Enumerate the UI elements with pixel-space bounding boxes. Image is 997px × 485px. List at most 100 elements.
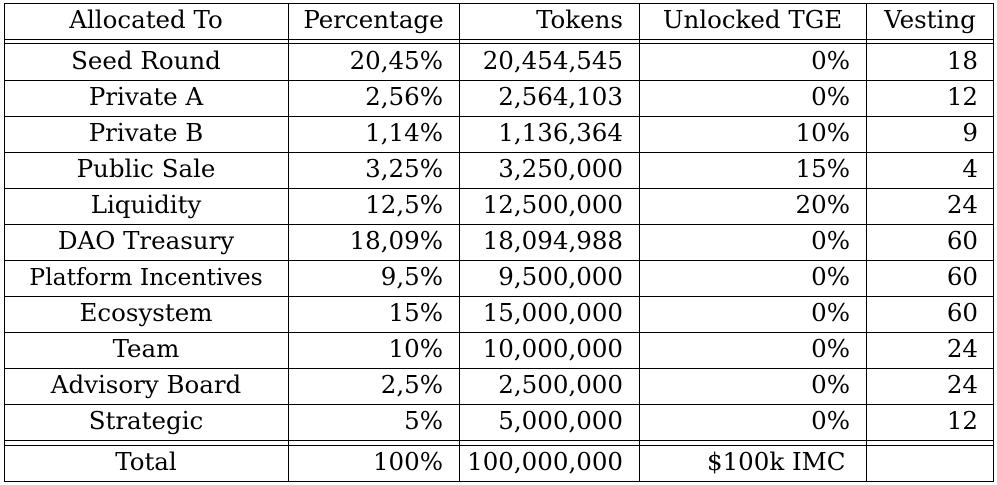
row-divider <box>4 116 994 117</box>
cell-allocated-to: Seed Round <box>71 46 221 75</box>
cell-percentage: 18,09% <box>349 226 443 255</box>
row-divider <box>4 224 994 225</box>
total-label: Total <box>115 447 177 476</box>
cell-allocated-to: Team <box>112 334 180 363</box>
total-vesting <box>866 445 994 481</box>
cell-unlocked-tge: 0% <box>811 406 850 435</box>
cell-unlocked-tge: 20% <box>795 190 850 219</box>
header-rule-lower <box>4 43 994 44</box>
cell-unlocked-tge: 0% <box>811 298 850 327</box>
table-row: Liquidity 12,5% 12,500,000 20% 24 <box>4 188 994 224</box>
cell-unlocked-tge: 0% <box>811 370 850 399</box>
header-rule-upper <box>4 39 994 40</box>
table-header-row: Allocated To Percentage Tokens Unlocked … <box>4 3 994 39</box>
row-divider <box>4 260 994 261</box>
cell-vesting: 24 <box>946 190 978 219</box>
table-row: Private A 2,56% 2,564,103 0% 12 <box>4 80 994 116</box>
cell-percentage: 15% <box>388 298 443 327</box>
cell-unlocked-tge: 0% <box>811 226 850 255</box>
cell-allocated-to: Public Sale <box>76 154 216 183</box>
total-tokens: 100,000,000 <box>467 447 623 476</box>
cell-vesting: 60 <box>946 226 978 255</box>
total-rule-upper <box>4 440 994 441</box>
column-divider <box>993 3 994 482</box>
cell-tokens: 2,564,103 <box>498 82 623 111</box>
table-row: Strategic 5% 5,000,000 0% 12 <box>4 404 994 440</box>
table-row: Ecosystem 15% 15,000,000 0% 60 <box>4 296 994 332</box>
header-tokens: Tokens <box>536 5 623 34</box>
cell-percentage: 10% <box>388 334 443 363</box>
row-divider <box>4 152 994 153</box>
cell-tokens: 18,094,988 <box>482 226 623 255</box>
cell-percentage: 1,14% <box>365 118 443 147</box>
column-divider <box>4 3 5 482</box>
cell-vesting: 18 <box>946 46 978 75</box>
column-divider <box>288 3 289 482</box>
table-top-border <box>4 3 994 4</box>
table-row: Seed Round 20,45% 20,454,545 0% 18 <box>4 44 994 80</box>
cell-vesting: 12 <box>946 82 978 111</box>
cell-tokens: 10,000,000 <box>482 334 623 363</box>
cell-percentage: 2,56% <box>365 82 443 111</box>
cell-allocated-to: Private A <box>88 82 204 111</box>
row-divider <box>4 368 994 369</box>
total-unlocked-tge: $100k IMC <box>707 447 846 476</box>
cell-percentage: 20,45% <box>349 46 443 75</box>
cell-allocated-to: Private B <box>88 118 204 147</box>
row-divider <box>4 188 994 189</box>
header-allocated-to: Allocated To <box>69 5 223 34</box>
column-divider <box>459 3 460 482</box>
table-row: Team 10% 10,000,000 0% 24 <box>4 332 994 368</box>
cell-tokens: 12,500,000 <box>482 190 623 219</box>
row-divider <box>4 332 994 333</box>
table-row: Public Sale 3,25% 3,250,000 15% 4 <box>4 152 994 188</box>
cell-vesting: 60 <box>946 298 978 327</box>
cell-percentage: 12,5% <box>365 190 443 219</box>
cell-unlocked-tge: 0% <box>811 82 850 111</box>
total-rule-lower <box>4 445 994 446</box>
cell-percentage: 5% <box>404 406 443 435</box>
cell-unlocked-tge: 0% <box>811 334 850 363</box>
cell-tokens: 2,500,000 <box>498 370 623 399</box>
cell-tokens: 1,136,364 <box>498 118 623 147</box>
cell-vesting: 9 <box>962 118 978 147</box>
token-allocation-table: Allocated To Percentage Tokens Unlocked … <box>4 3 994 482</box>
table-bottom-border <box>4 481 994 482</box>
cell-vesting: 24 <box>946 370 978 399</box>
cell-unlocked-tge: 10% <box>795 118 850 147</box>
table-row: Advisory Board 2,5% 2,500,000 0% 24 <box>4 368 994 404</box>
column-divider <box>866 3 867 482</box>
cell-unlocked-tge: 0% <box>811 262 850 291</box>
cell-allocated-to: Ecosystem <box>79 298 213 327</box>
cell-unlocked-tge: 15% <box>795 154 850 183</box>
cell-allocated-to: Liquidity <box>90 190 202 219</box>
row-divider <box>4 296 994 297</box>
header-percentage: Percentage <box>303 5 444 34</box>
cell-vesting: 60 <box>946 262 978 291</box>
row-divider <box>4 404 994 405</box>
cell-tokens: 5,000,000 <box>498 406 623 435</box>
table-row: Platform Incentives 9,5% 9,500,000 0% 60 <box>4 260 994 296</box>
cell-vesting: 12 <box>946 406 978 435</box>
cell-percentage: 9,5% <box>380 262 443 291</box>
cell-vesting: 24 <box>946 334 978 363</box>
cell-allocated-to: Advisory Board <box>50 370 242 399</box>
cell-tokens: 15,000,000 <box>482 298 623 327</box>
cell-tokens: 20,454,545 <box>482 46 623 75</box>
row-divider <box>4 80 994 81</box>
cell-allocated-to: Platform Incentives <box>29 263 263 291</box>
total-percentage: 100% <box>372 447 443 476</box>
cell-tokens: 3,250,000 <box>498 154 623 183</box>
cell-percentage: 2,5% <box>380 370 443 399</box>
cell-allocated-to: DAO Treasury <box>57 226 235 255</box>
header-unlocked-tge: Unlocked TGE <box>662 5 843 34</box>
cell-allocated-to: Strategic <box>88 406 204 435</box>
cell-tokens: 9,500,000 <box>498 262 623 291</box>
header-vesting: Vesting <box>884 5 976 34</box>
cell-vesting: 4 <box>962 154 978 183</box>
cell-percentage: 3,25% <box>365 154 443 183</box>
column-divider <box>639 3 640 482</box>
table-total-row: Total 100% 100,000,000 $100k IMC <box>4 445 994 481</box>
cell-unlocked-tge: 0% <box>811 46 850 75</box>
table-row: Private B 1,14% 1,136,364 10% 9 <box>4 116 994 152</box>
